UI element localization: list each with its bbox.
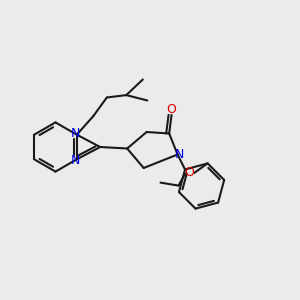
Text: O: O bbox=[184, 166, 194, 179]
Text: N: N bbox=[70, 127, 80, 140]
Text: N: N bbox=[174, 148, 184, 161]
Text: N: N bbox=[70, 154, 80, 167]
Text: O: O bbox=[167, 103, 176, 116]
